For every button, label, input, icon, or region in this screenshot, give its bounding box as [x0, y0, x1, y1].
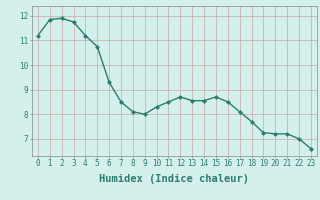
X-axis label: Humidex (Indice chaleur): Humidex (Indice chaleur): [100, 174, 249, 184]
